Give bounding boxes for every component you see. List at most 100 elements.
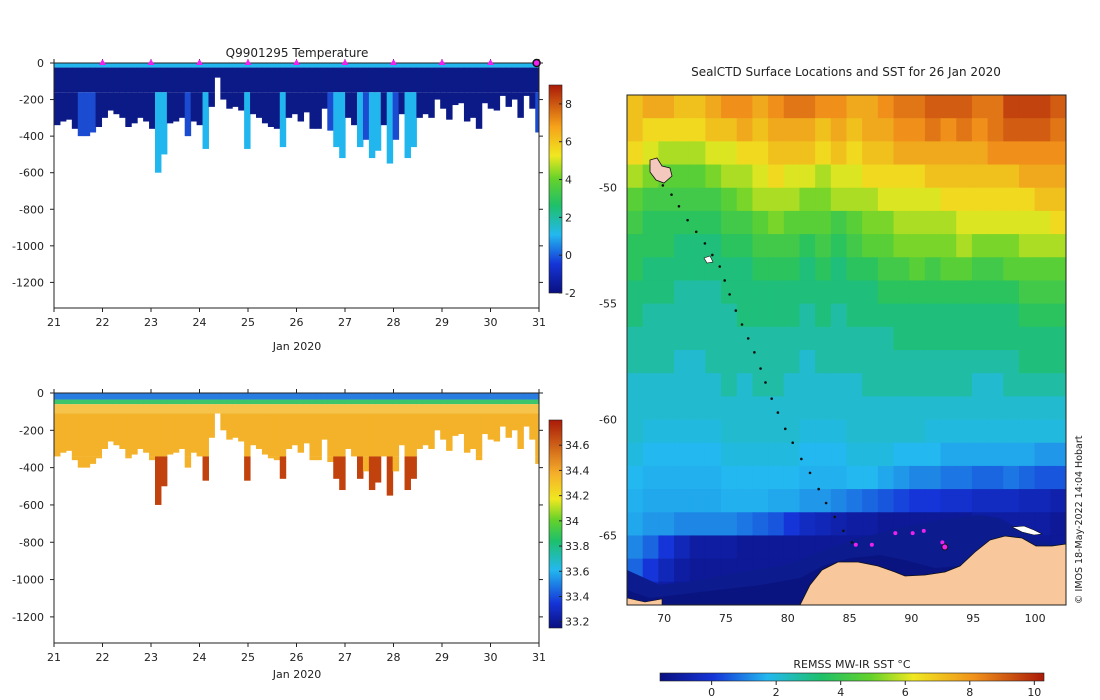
temperature-profile-surface [684, 63, 690, 68]
salinity-x-tick-label: 31 [532, 651, 546, 664]
salinity-profile-transition [89, 404, 97, 414]
salinity-profile-transition [65, 404, 73, 414]
temperature-profile-deep [505, 92, 512, 107]
temperature-profile-upper [684, 68, 690, 93]
track-point [764, 381, 767, 384]
track-point [711, 253, 714, 257]
sst-cell [736, 187, 754, 212]
salinity-profile-halocline [101, 399, 108, 405]
salinity-profile-upper [362, 413, 370, 457]
salinity-profile-halocline [565, 400, 571, 405]
sst-cell [987, 465, 1004, 490]
temperature-profile-surface [601, 63, 607, 68]
sst-cell [956, 257, 973, 282]
sst-cell [862, 512, 879, 537]
salinity-profile-transition [303, 404, 310, 414]
sst-cell [830, 257, 848, 282]
salinity-profile-surface [273, 393, 281, 400]
salinity-profile-transition [315, 404, 322, 414]
salinity-profile-transition [481, 404, 489, 414]
sst-cell [721, 303, 738, 328]
sst-cell [736, 210, 754, 235]
sst-cell [705, 164, 722, 189]
salinity-profile-surface [571, 393, 577, 400]
temperature-colorbar-tick-label: 8 [565, 98, 572, 111]
sst-cell [705, 350, 722, 374]
temperature-profile-deep [499, 92, 507, 96]
sst-cell [642, 303, 659, 328]
salinity-profile-transition [529, 404, 536, 414]
salinity-profile-transition [392, 404, 400, 414]
temperature-profile-deep [149, 92, 156, 129]
longitude-tick-label: 90 [904, 612, 918, 625]
salinity-profile-upper [499, 413, 507, 427]
temperature-colorbar [548, 84, 563, 294]
salinity-profile-surface [59, 393, 67, 400]
salinity-profile-surface [279, 393, 287, 400]
salinity-profile-upper [303, 413, 310, 444]
sst-cell [674, 442, 691, 467]
salinity-colorbar-tick-label: 34.4 [565, 464, 590, 477]
sst-cell [768, 396, 785, 421]
temperature-profile-deep [517, 92, 524, 118]
sst-cell [1050, 396, 1066, 421]
salinity-y-tick-label: -200 [19, 424, 44, 437]
temperature-profile-deep [446, 92, 453, 120]
temperature-profile-surface [612, 63, 618, 68]
sst-cell [1034, 187, 1051, 212]
salinity-profile-upper [155, 413, 162, 457]
sst-cell [815, 350, 832, 374]
sst-cell [815, 303, 832, 328]
sst-cell [909, 419, 926, 444]
temperature-profile-deep [273, 92, 281, 129]
sst-cell [893, 373, 910, 397]
sst-cell [987, 442, 1004, 467]
temperature-profile-deep [178, 92, 186, 118]
temperature-profile-upper [261, 67, 269, 93]
longitude-tick-label: 80 [781, 612, 795, 625]
sst-cell [799, 326, 816, 351]
sst-cell [658, 118, 675, 142]
sst-cell [642, 326, 659, 351]
temperature-profile-surface [386, 63, 394, 68]
sst-colorbar-tick-label: 4 [837, 686, 844, 699]
temperature-profile-upper [279, 67, 287, 93]
temperature-profile-deep [71, 92, 79, 129]
sst-cell [627, 257, 644, 282]
sst-cell [909, 350, 926, 374]
sst-cell [736, 350, 754, 374]
temperature-profile-upper [232, 67, 239, 93]
sst-cell [658, 141, 675, 166]
temperature-profile-upper [149, 67, 156, 93]
sst-cell [1018, 350, 1036, 374]
salinity-profile-upper [446, 413, 453, 451]
temperature-profile-deep [250, 92, 257, 115]
sst-cell [674, 419, 691, 444]
temperature-profile-deep [119, 92, 126, 118]
sst-cell [705, 280, 722, 305]
sst-cell [971, 210, 989, 235]
sst-cell [1034, 234, 1051, 258]
salinity-profiles [54, 393, 624, 505]
salinity-profile-upper [529, 413, 536, 440]
salinity-profile-transition [547, 404, 553, 413]
salinity-profile-transition [505, 404, 512, 414]
sst-cell [846, 210, 863, 235]
salinity-profile-upper [434, 413, 441, 431]
salinity-profile-halocline [618, 400, 624, 405]
sst-cell [830, 465, 848, 490]
sst-cell [956, 373, 973, 397]
sst-cell [658, 257, 675, 282]
latitude-tick-label: -65 [599, 529, 617, 542]
salinity-colorbar-ticks: 34.6 34.4 34.2 34 33.8 33.6 33.4 33.2 [559, 439, 590, 629]
sst-cell [736, 512, 754, 537]
salinity-profile-surface [368, 393, 376, 400]
sst-cell [1018, 164, 1036, 189]
temperature-profile-surface [505, 63, 512, 68]
salinity-profile-deep [618, 456, 624, 471]
temperature-profile-upper [297, 67, 305, 93]
sst-cell [940, 350, 957, 374]
sst-cell [940, 141, 957, 166]
temperature-profile-upper [357, 67, 364, 93]
